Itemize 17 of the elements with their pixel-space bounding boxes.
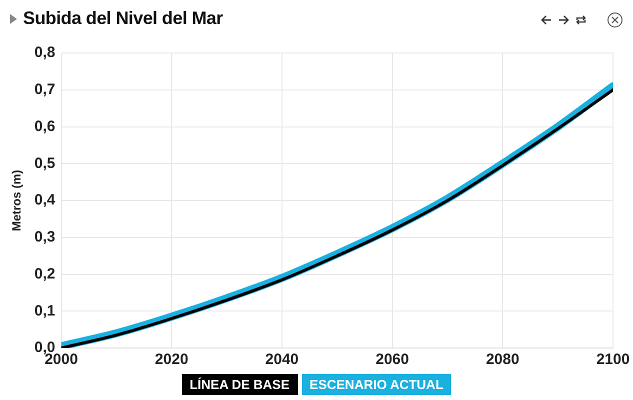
chart-title: Subida del Nivel del Mar bbox=[23, 8, 223, 29]
text: ESCENARIO ACTUAL bbox=[302, 374, 452, 395]
y-tick-label: 0,2 bbox=[34, 265, 56, 282]
x-tick-label: 2100 bbox=[596, 351, 630, 368]
y-tick-label: 0,1 bbox=[34, 302, 56, 320]
y-tick-label: 0,7 bbox=[34, 81, 56, 98]
y-tick-label: 0,3 bbox=[34, 228, 56, 246]
x-tick-label: 2060 bbox=[376, 351, 409, 368]
y-tick-label: 0,8 bbox=[34, 44, 56, 62]
x-tick-label: 2080 bbox=[486, 351, 520, 368]
y-tick-label: 0,6 bbox=[34, 118, 56, 135]
y-tick-label: 0,5 bbox=[34, 154, 56, 172]
y-tick-label: 0,4 bbox=[34, 192, 56, 209]
x-tick-label: 2040 bbox=[265, 351, 299, 368]
y-axis-title: Metros (m) bbox=[10, 170, 24, 232]
x-tick-label: 2020 bbox=[154, 351, 188, 368]
text: LÍNEA DE BASE bbox=[182, 374, 298, 395]
